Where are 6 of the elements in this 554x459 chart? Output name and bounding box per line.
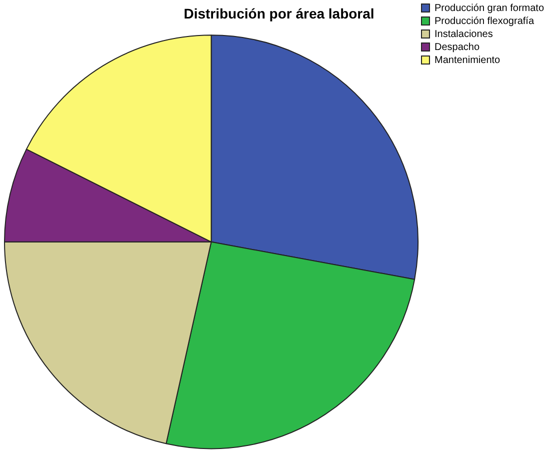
legend-label: Instalaciones — [434, 28, 493, 40]
legend-label: Despacho — [434, 42, 480, 53]
legend-label: Mantenimiento — [434, 54, 501, 66]
chart-title: Distribución por área laboral — [184, 5, 374, 22]
legend-label: Producción gran formato — [434, 2, 544, 14]
legend-label: Producción flexografía — [434, 16, 534, 27]
